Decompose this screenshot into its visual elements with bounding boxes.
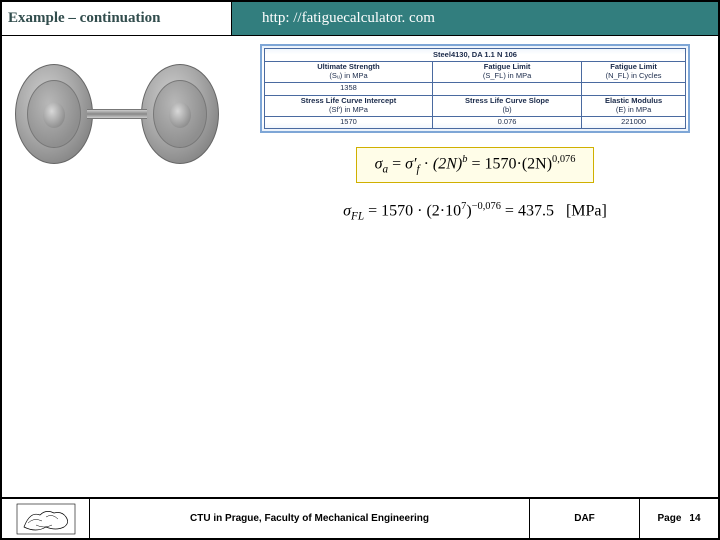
hdr-fatigue-cycles: Fatigue Limit(N_FL) in Cycles (582, 61, 686, 82)
footer-logo (2, 499, 90, 538)
hdr-e: Elastic Modulus(E) in MPa (582, 95, 686, 116)
lion-logo-icon (16, 503, 76, 535)
illustration-column (2, 36, 232, 497)
val-fl-cycles (582, 82, 686, 95)
footer-page: Page 14 (640, 499, 718, 538)
footer-code: DAF (530, 499, 640, 538)
page-number: 14 (689, 513, 700, 524)
slide-header: Example – continuation http: //fatigueca… (2, 2, 718, 36)
val-ultimate: 1358 (265, 82, 433, 95)
wheel-right-icon (141, 64, 219, 164)
equation-basquin: σa = σ′f · (2N)b = 1570·(2N)0,076 (356, 147, 595, 183)
footer-university: CTU in Prague, Faculty of Mechanical Eng… (90, 499, 530, 538)
wheel-left-icon (15, 64, 93, 164)
slide-body: Steel4130, DA 1.1 N 106 Ultimate Strengt… (2, 36, 718, 498)
wheelset-illustration (12, 44, 222, 184)
equation-fatigue-limit: σFL = 1570 · (2·107)−0,076 = 437.5 [MPa] (343, 201, 607, 223)
slide-footer: CTU in Prague, Faculty of Mechanical Eng… (2, 498, 718, 538)
val-sf: 1570 (265, 116, 433, 129)
val-e: 221000 (582, 116, 686, 129)
slide: Example – continuation http: //fatigueca… (0, 0, 720, 540)
source-url: http: //fatiguecalculator. com (232, 10, 718, 27)
axle-shaft-icon (87, 109, 147, 119)
data-column: Steel4130, DA 1.1 N 106 Ultimate Strengt… (232, 36, 718, 497)
page-label: Page (657, 513, 681, 524)
hdr-b: Stress Life Curve Slope(b) (432, 95, 581, 116)
hdr-fatigue-stress: Fatigue Limit(S_FL) in MPa (432, 61, 581, 82)
slide-title: Example – continuation (2, 2, 232, 35)
hdr-sf: Stress Life Curve Intercept(Sf') in MPa (265, 95, 433, 116)
material-title: Steel4130, DA 1.1 N 106 (265, 49, 686, 62)
val-fl-stress (432, 82, 581, 95)
val-b: 0.076 (432, 116, 581, 129)
material-table: Steel4130, DA 1.1 N 106 Ultimate Strengt… (260, 44, 690, 133)
hdr-ultimate: Ultimate Strength(Sᵤ) in MPa (265, 61, 433, 82)
